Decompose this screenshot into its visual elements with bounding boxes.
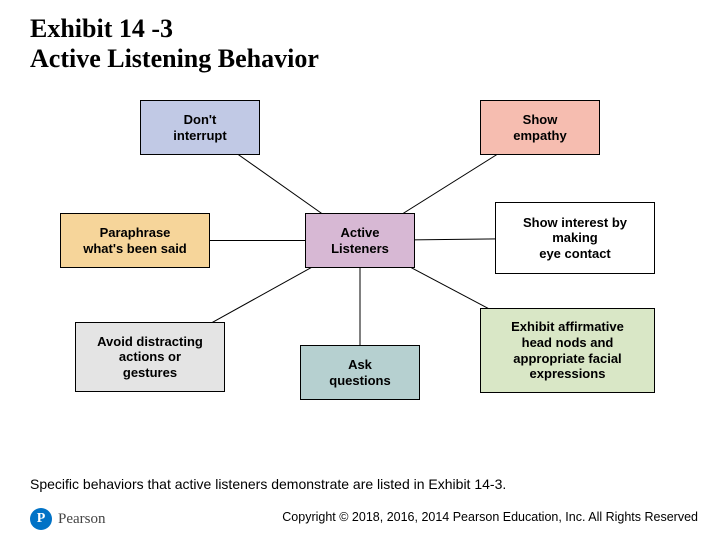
exhibit-number: Exhibit 14 -3	[30, 14, 720, 44]
node-avoid-distract: Avoid distractingactions orgestures	[75, 322, 225, 392]
pearson-brand-text: Pearson	[58, 511, 106, 528]
title-block: Exhibit 14 -3 Active Listening Behavior	[0, 0, 720, 74]
copyright-text: Copyright © 2018, 2016, 2014 Pearson Edu…	[282, 510, 698, 524]
node-ask-questions: Askquestions	[300, 345, 420, 400]
node-paraphrase: Paraphrasewhat's been said	[60, 213, 210, 268]
caption-text: Specific behaviors that active listeners…	[30, 476, 506, 492]
node-eye-contact: Show interest bymakingeye contact	[495, 202, 655, 274]
node-dont-interrupt: Don'tinterrupt	[140, 100, 260, 155]
node-affirmative: Exhibit affirmativehead nods andappropri…	[480, 308, 655, 393]
pearson-badge-icon: P	[30, 508, 52, 530]
node-show-empathy: Showempathy	[480, 100, 600, 155]
exhibit-title: Active Listening Behavior	[30, 44, 720, 74]
node-center: ActiveListeners	[305, 213, 415, 268]
active-listening-diagram: Don'tinterrupt Showempathy Paraphrasewhat'…	[50, 90, 670, 420]
publisher-logo: P Pearson	[30, 508, 106, 530]
